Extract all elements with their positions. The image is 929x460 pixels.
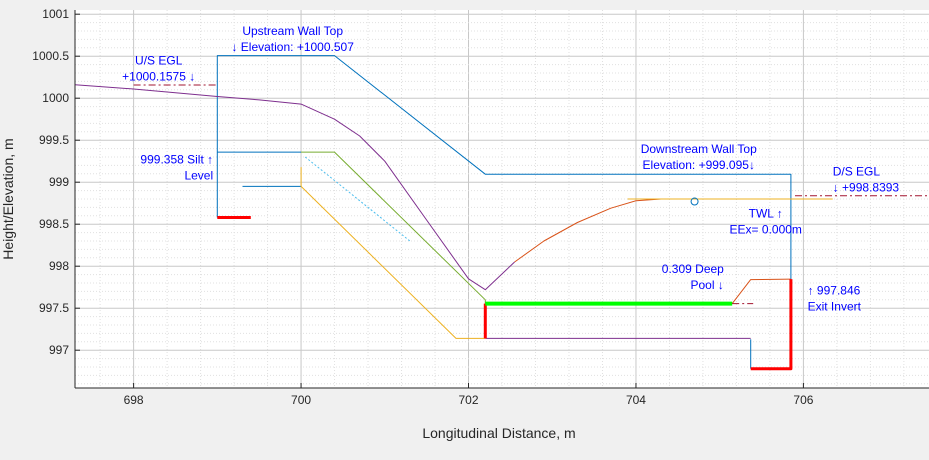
series-group — [74, 55, 929, 371]
annotation-text: Downstream Wall Top — [641, 142, 757, 156]
y-tick-label: 997.5 — [39, 301, 69, 315]
y-tick-label: 999 — [49, 175, 69, 189]
x-tick-label: 706 — [793, 393, 813, 407]
series-line-15 — [750, 279, 793, 371]
y-tick-label: 1000 — [42, 91, 69, 105]
annotation-text: ↓ Elevation: +1000.507 — [231, 40, 354, 54]
x-tick-label: 698 — [124, 393, 144, 407]
annotation-text: ↑ 997.846 — [808, 283, 861, 297]
annotation-text: +1000.1575 ↓ — [122, 70, 195, 84]
annotation-text: Level — [184, 169, 213, 183]
y-tick-label: 1000.5 — [32, 49, 69, 63]
y-axis-label: Height/Elevation, m — [0, 138, 16, 259]
annotation-text: Upstream Wall Top — [242, 24, 343, 38]
series-line-1 — [216, 55, 792, 280]
x-tick-label: 702 — [458, 393, 478, 407]
series-line-5 — [74, 84, 515, 291]
annotation-text: Elevation: +999.095↓ — [643, 158, 755, 172]
series-line-8 — [731, 278, 791, 304]
annotation-text: 999.358 Silt ↑ — [140, 153, 213, 167]
y-tick-label: 998.5 — [39, 217, 69, 231]
annotation-text: TWL ↑ — [749, 206, 783, 220]
x-axis-label: Longitudinal Distance, m — [422, 425, 575, 441]
annotation-text: Exit Invert — [808, 299, 862, 313]
y-tick-label: 1001 — [42, 7, 69, 21]
annotations-group: Upstream Wall Top ↓ Elevation: +1000.507 U… — [122, 24, 899, 314]
markers-group — [690, 197, 699, 206]
series-line-9 — [300, 167, 486, 339]
series-line-7 — [514, 198, 662, 263]
annotation-text: D/S EGL — [833, 164, 881, 178]
annotation-text: ↓ +998.8393 — [833, 180, 900, 194]
y-tick-label: 999.5 — [39, 133, 69, 147]
annotation-text: EEx= 0.000m — [730, 222, 802, 236]
annotation-text: Pool ↓ — [691, 278, 724, 292]
twl-marker — [690, 197, 699, 206]
x-tick-label: 700 — [291, 393, 311, 407]
annotation-text: U/S EGL — [135, 54, 183, 68]
x-tick-label: 704 — [626, 393, 646, 407]
y-tick-label: 997 — [49, 343, 69, 357]
ticks-group: 698 700 702 704 706 997 997.5 998 998.5 999 999.5 1… — [32, 7, 813, 407]
annotation-text: 0.309 Deep — [662, 262, 724, 276]
y-tick-label: 998 — [49, 259, 69, 273]
